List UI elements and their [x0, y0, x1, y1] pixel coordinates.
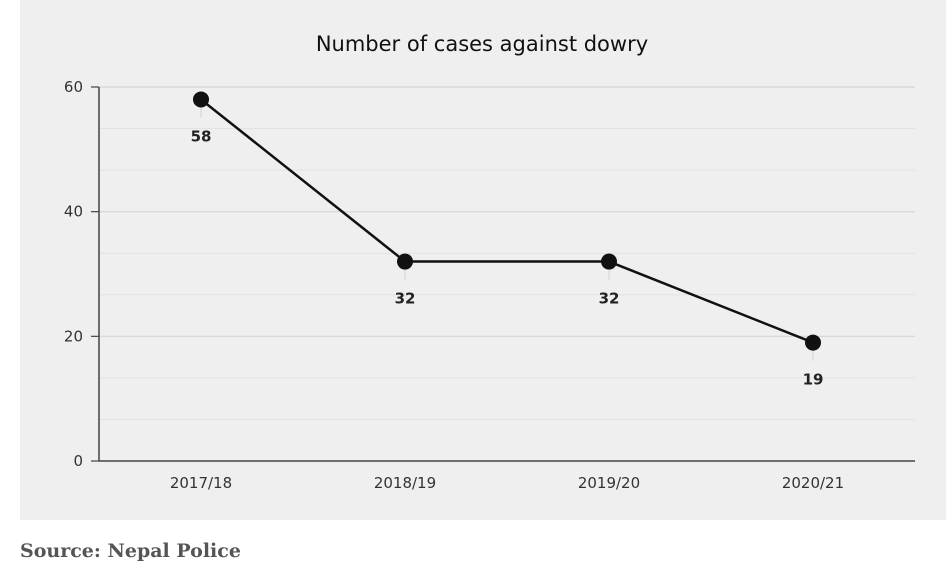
- x-tick-label: 2017/18: [170, 474, 232, 492]
- data-label: 19: [803, 371, 824, 389]
- data-points: [193, 91, 821, 361]
- axes: 0 20 40 60 2017/18 2018/19 2019/20 2020/21: [64, 78, 915, 492]
- y-tick-label: 60: [64, 78, 83, 96]
- x-tick-label: 2019/20: [578, 474, 640, 492]
- data-labels: 58 32 32 19: [191, 127, 824, 388]
- data-label: 32: [599, 290, 620, 308]
- data-point: [397, 253, 413, 270]
- data-point: [193, 91, 209, 108]
- x-tick-label: 2018/19: [374, 474, 436, 492]
- gridlines: [99, 86, 915, 420]
- y-tick-label: 40: [64, 203, 83, 221]
- data-point: [805, 334, 821, 351]
- chart-title: Number of cases against dowry: [316, 32, 648, 56]
- series-line-group: [200, 98, 814, 344]
- source-note: Source: Nepal Police: [20, 540, 241, 562]
- y-tick-label: 0: [73, 452, 83, 470]
- y-tick-label: 20: [64, 327, 83, 345]
- data-point: [601, 253, 617, 270]
- line-chart: Number of cases against dowry 0 20 40 60 201…: [64, 32, 915, 492]
- data-label: 32: [395, 290, 416, 308]
- data-label: 58: [191, 127, 212, 145]
- series-line: [200, 98, 814, 344]
- x-tick-label: 2020/21: [782, 474, 844, 492]
